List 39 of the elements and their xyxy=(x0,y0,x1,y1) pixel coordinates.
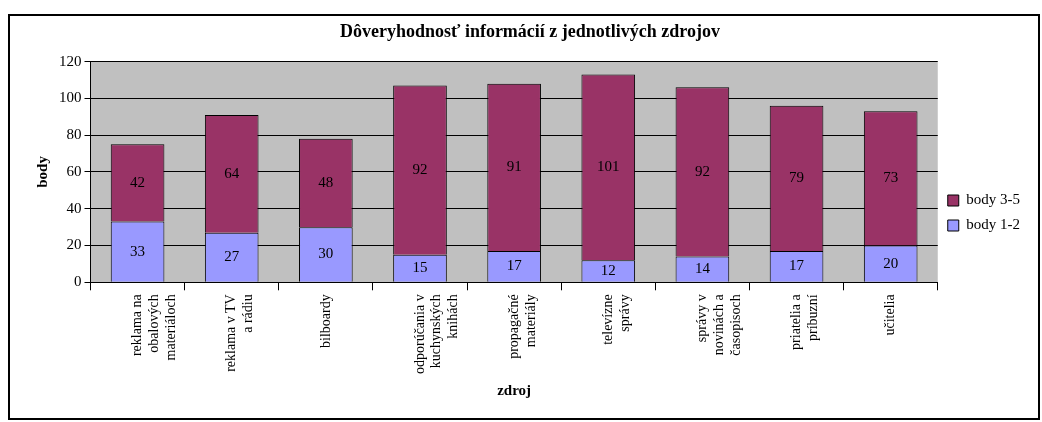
data-label: 30 xyxy=(318,245,334,262)
data-label: 92 xyxy=(694,162,710,179)
x-tick-label: odporúčania v kuchynských knihách xyxy=(411,294,461,375)
data-label: 14 xyxy=(694,260,711,277)
x-tick-label: priatelia a príbuzní xyxy=(788,293,821,350)
y-tick-label: 60 xyxy=(66,162,82,179)
data-label: 27 xyxy=(224,248,240,265)
legend-label: body 3-5 xyxy=(966,191,1020,208)
y-tick-label: 80 xyxy=(66,126,82,143)
y-tick-label: 120 xyxy=(59,52,82,69)
y-axis-title: body xyxy=(33,155,50,188)
data-label: 92 xyxy=(412,161,428,178)
x-tick-label: učitelia xyxy=(882,293,898,336)
x-tick-label: reklama v TV a rádiu xyxy=(223,294,256,372)
data-label: 64 xyxy=(224,164,240,181)
data-label: 91 xyxy=(506,158,522,175)
x-axis-title: zdroj xyxy=(497,381,532,398)
y-tick-label: 40 xyxy=(66,199,82,216)
data-label: 17 xyxy=(789,257,805,274)
x-tick-label: správy v novinách a časopisoch xyxy=(694,293,743,356)
data-label: 101 xyxy=(597,158,620,175)
chart-title: Dôveryhodnosť informácií z jednotlivých zdrojov xyxy=(339,21,721,42)
data-label: 73 xyxy=(883,169,899,186)
data-label: 33 xyxy=(130,242,146,259)
legend-label: body 1-2 xyxy=(966,216,1020,233)
y-tick-label: 20 xyxy=(66,236,82,253)
data-label: 20 xyxy=(883,254,899,271)
x-tick-label: bilboardy xyxy=(317,294,333,348)
data-label: 48 xyxy=(318,173,334,190)
y-tick-label: 100 xyxy=(59,89,82,106)
data-label: 17 xyxy=(506,257,523,274)
data-label: 12 xyxy=(600,261,616,278)
x-tick-label: televízne správy xyxy=(599,294,632,345)
data-label: 79 xyxy=(789,169,805,186)
data-label: 42 xyxy=(130,173,146,190)
data-label: 15 xyxy=(412,259,428,276)
y-tick-label: 0 xyxy=(74,273,82,290)
x-tick-label: reklama na obalových materiáloch xyxy=(129,293,178,361)
x-tick-label: propagačné materiály xyxy=(505,294,538,359)
